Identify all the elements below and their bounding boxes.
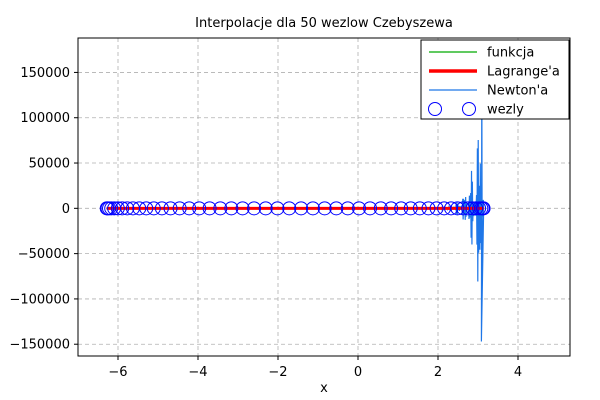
node-marker [373, 201, 388, 216]
node-marker [329, 201, 344, 216]
node-marker [107, 201, 122, 216]
node-marker [294, 201, 309, 216]
node-marker [132, 201, 147, 216]
node-marker [182, 201, 197, 216]
node-marker [247, 201, 262, 216]
node-marker [465, 201, 480, 216]
y-tick-label: −100000 [9, 292, 70, 307]
node-marker [213, 201, 228, 216]
plot-area [99, 72, 491, 342]
node-marker [172, 201, 187, 216]
node-marker [412, 201, 427, 216]
legend-label: Newton'a [487, 84, 548, 99]
node-marker [305, 201, 320, 216]
y-tick-label: −150000 [9, 338, 70, 353]
x-tick-label: 2 [434, 365, 442, 380]
node-marker [146, 201, 161, 216]
node-marker [235, 201, 250, 216]
node-marker [340, 201, 355, 216]
plot-frame [77, 37, 571, 357]
x-tick-label: 0 [354, 365, 362, 380]
node-marker [429, 201, 444, 216]
x-tick-label: −6 [108, 365, 127, 380]
node-marker [456, 201, 471, 216]
node-marker [270, 201, 285, 216]
legend-box [420, 39, 570, 120]
node-marker [224, 201, 239, 216]
node-marker [363, 201, 378, 216]
node-marker [472, 201, 487, 216]
x-tick-label: −4 [188, 365, 207, 380]
y-tick-label: 50000 [29, 157, 70, 172]
y-axis-ticks: −150000 −100000 −50000 0 50000 100000 150000 [9, 66, 78, 353]
y-tick-label: 100000 [20, 111, 70, 126]
legend-label: wezly [487, 103, 524, 118]
x-axis-ticks: −6 −4 −2 0 2 4 [108, 356, 522, 380]
legend-marker-wezly [462, 102, 476, 116]
legend-label: Lagrange'a [487, 65, 560, 80]
node-marker [437, 201, 452, 216]
node-marker [384, 201, 399, 216]
chart-title: Interpolacje dla 50 wezlow Czebyszewa [195, 16, 453, 31]
node-marker [421, 201, 436, 216]
y-tick-label: −50000 [18, 247, 70, 262]
node-marker [461, 201, 476, 216]
x-tick-label: 4 [514, 365, 522, 380]
y-tick-label: 0 [62, 202, 70, 217]
node-marker [352, 201, 367, 216]
node-marker [258, 201, 273, 216]
node-marker [154, 201, 169, 216]
node-marker [403, 201, 418, 216]
node-marker [110, 201, 125, 216]
legend-label: funkcja [487, 46, 534, 61]
node-marker [125, 201, 140, 216]
y-tick-label: 150000 [20, 66, 70, 81]
node-marker [202, 201, 217, 216]
node-marker [444, 201, 459, 216]
node-marker [394, 201, 409, 216]
legend: funkcja Lagrange'a Newton'a wezly [420, 39, 570, 120]
series-wezly-markers [99, 201, 491, 216]
x-axis-label: x [320, 381, 328, 396]
node-marker [282, 201, 297, 216]
legend-marker-wezly [428, 102, 442, 116]
series-layer [99, 72, 491, 342]
node-marker [99, 201, 114, 216]
node-marker [317, 201, 332, 216]
node-marker [192, 201, 207, 216]
x-tick-label: −2 [268, 365, 287, 380]
node-marker [163, 201, 178, 216]
